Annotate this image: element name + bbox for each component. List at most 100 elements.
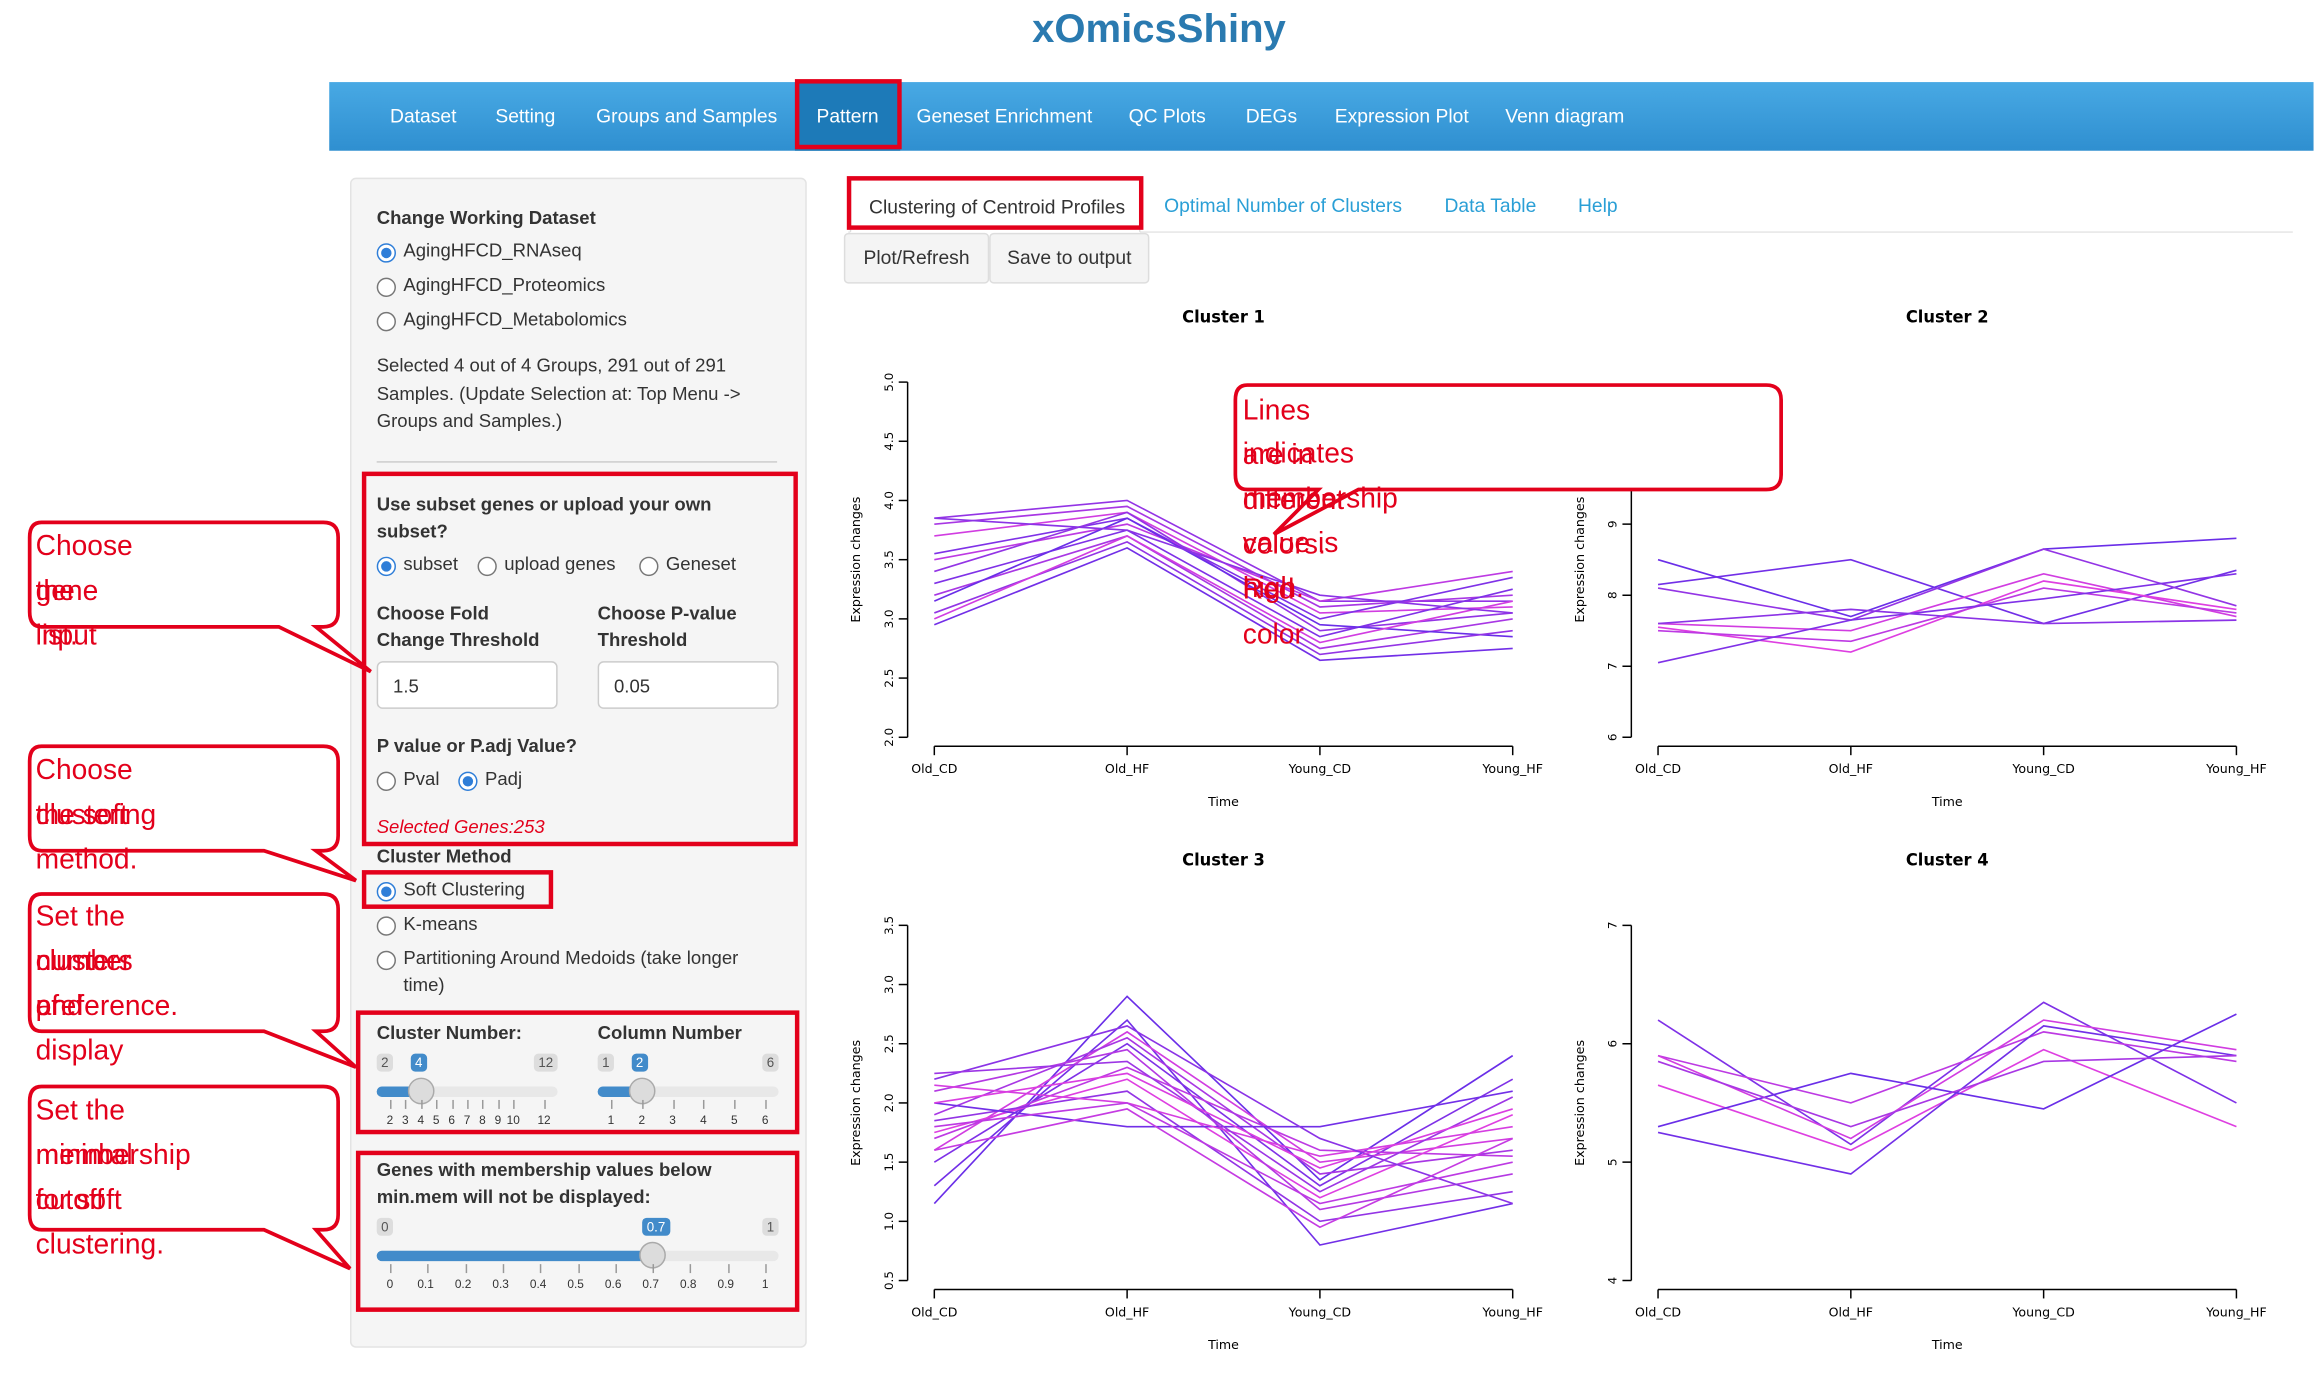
slider-tick-label: 0.7 bbox=[642, 1277, 659, 1291]
nav-venn-diagram[interactable]: Venn diagram bbox=[1505, 104, 1625, 127]
slider-tick-mark bbox=[672, 1099, 675, 1109]
x-tick-label: Young_HF bbox=[2205, 761, 2267, 776]
cluster-slider-track[interactable] bbox=[376, 1086, 558, 1097]
subset-radio[interactable] bbox=[376, 556, 396, 577]
cluster-profile-line bbox=[1657, 548, 2237, 621]
nav-qc-plots[interactable]: QC Plots bbox=[1128, 104, 1206, 127]
kmeans-radio[interactable] bbox=[376, 916, 396, 936]
min-mem-label-line1: Genes with membership values below bbox=[376, 1159, 712, 1181]
nav-degs[interactable]: DEGs bbox=[1245, 104, 1298, 127]
nav-groups-and-samples[interactable]: Groups and Samples bbox=[596, 104, 778, 127]
y-tick-label: 5 bbox=[1606, 1158, 1620, 1166]
y-axis-label: Expression changes bbox=[848, 497, 863, 623]
callout-bubble bbox=[27, 744, 358, 883]
cluster-slider-max: 12 bbox=[533, 1053, 558, 1072]
x-tick-label: Young_CD bbox=[2011, 761, 2074, 776]
save-to-output-button[interactable]: Save to output bbox=[989, 232, 1150, 284]
cluster-number-slider[interactable]: 2 12 4 2 3 4 5 6 7 8 9 10 12 bbox=[376, 1051, 558, 1132]
tabs-underline bbox=[848, 231, 2293, 233]
cluster-profile-line bbox=[934, 1025, 1513, 1205]
cluster-profile-line bbox=[934, 517, 1513, 620]
x-tick-label: Old_HF bbox=[1105, 1304, 1149, 1319]
cluster-profile-line bbox=[934, 505, 1513, 608]
padj-option-label: Padj bbox=[484, 768, 523, 790]
slider-tick-label: 1 bbox=[761, 1277, 769, 1291]
fold-change-input[interactable]: 1.5 bbox=[376, 661, 558, 709]
column-slider-track[interactable] bbox=[597, 1086, 779, 1097]
slider-tick-mark bbox=[765, 1264, 767, 1274]
soft-clustering-radio[interactable] bbox=[376, 882, 396, 902]
y-tick-label: 0.5 bbox=[882, 1271, 896, 1290]
y-tick-label: 3.0 bbox=[882, 975, 896, 994]
column-number-label: Column Number bbox=[597, 1022, 742, 1044]
fold-change-label-line2: Change Threshold bbox=[376, 629, 540, 651]
x-tick-label: Old_CD bbox=[911, 761, 957, 776]
x-tick-label: Young_CD bbox=[1288, 1304, 1351, 1319]
slider-tick-label: 12 bbox=[537, 1113, 551, 1127]
kmeans-label: K-means bbox=[403, 913, 478, 935]
pval-option-label: Pval bbox=[403, 768, 440, 790]
nav-setting[interactable]: Setting bbox=[495, 104, 556, 127]
dataset-radio-metabolomics[interactable] bbox=[376, 311, 396, 332]
tab-data-table[interactable]: Data Table bbox=[1444, 194, 1537, 217]
cluster-method-label: Cluster Method bbox=[376, 846, 512, 868]
subset-option-label: subset bbox=[403, 553, 459, 575]
cluster-profile-line bbox=[1657, 537, 2237, 618]
slider-tick-label: 2 bbox=[386, 1113, 394, 1127]
slider-tick-mark bbox=[615, 1264, 617, 1274]
cluster-profile-line bbox=[933, 995, 1514, 1205]
dataset-radio-rnaseq[interactable] bbox=[376, 243, 396, 263]
column-slider-handle[interactable] bbox=[628, 1077, 656, 1105]
plot-refresh-button[interactable]: Plot/Refresh bbox=[843, 232, 990, 284]
slider-tick-label: 0.2 bbox=[454, 1277, 472, 1291]
slider-tick-mark bbox=[390, 1099, 392, 1109]
slider-tick-mark bbox=[451, 1099, 454, 1109]
pam-radio[interactable] bbox=[376, 950, 396, 971]
slider-tick-label: 0 bbox=[386, 1277, 394, 1291]
tab-optimal-number-clusters[interactable]: Optimal Number of Clusters bbox=[1164, 194, 1403, 217]
x-axis-label: Time bbox=[1207, 1337, 1239, 1352]
dataset-radio-proteomics[interactable] bbox=[376, 277, 396, 298]
callout-min-membership-line2: membership cutoff bbox=[35, 1140, 191, 1217]
geneset-label: Geneset bbox=[665, 553, 736, 575]
cluster-3-plot: Cluster 3 0.5 1.0 1.5 2.0 2.5 3.0 3.5 Old_CD Old_… bbox=[848, 851, 1543, 1353]
column-slider-fill bbox=[597, 1086, 642, 1097]
y-tick-label: 7 bbox=[1606, 662, 1620, 670]
chart-title: Cluster 2 bbox=[1906, 307, 1989, 326]
nav-dataset[interactable]: Dataset bbox=[390, 104, 457, 127]
app-title: xOmicsShiny bbox=[1032, 5, 1286, 51]
nav-pattern[interactable]: Pattern bbox=[794, 82, 901, 151]
dataset-option-metabolomics: AgingHFCD_Metabolomics bbox=[403, 308, 627, 330]
cluster-slider-fill bbox=[376, 1086, 421, 1097]
y-axis-label: Expression changes bbox=[848, 1040, 863, 1166]
x-tick-label: Old_CD bbox=[1635, 1304, 1681, 1319]
pvalue-input[interactable]: 0.05 bbox=[597, 661, 779, 709]
min-mem-slider-max: 1 bbox=[762, 1217, 779, 1236]
min-mem-slider-value: 0.7 bbox=[642, 1217, 670, 1236]
padj-radio[interactable] bbox=[458, 771, 478, 792]
nav-geneset-enrichment[interactable]: Geneset Enrichment bbox=[916, 104, 1093, 127]
cluster-profile-line bbox=[934, 529, 1513, 638]
cluster-profile-line bbox=[1657, 1054, 2237, 1128]
x-tick-label: Young_CD bbox=[2011, 1304, 2074, 1319]
geneset-radio[interactable] bbox=[639, 556, 659, 577]
callout-bubble bbox=[1233, 383, 1783, 536]
y-tick-label: 2.5 bbox=[882, 1034, 896, 1053]
y-tick-label: 2.5 bbox=[882, 669, 896, 688]
selection-info-line1: Selected 4 out of 4 Groups, 291 out of 2… bbox=[376, 355, 727, 377]
soft-clustering-highlight-box bbox=[361, 870, 554, 909]
min-mem-slider[interactable]: 0 1 0.7 0 0.1 0.2 0.3 0.4 0.5 0.6 0.7 0.8 0.9 1 bbox=[376, 1215, 779, 1299]
tab-help[interactable]: Help bbox=[1577, 194, 1618, 217]
pval-radio[interactable] bbox=[376, 771, 396, 792]
y-tick-label: 3.5 bbox=[882, 550, 896, 569]
slider-tick-label: 10 bbox=[506, 1113, 520, 1127]
tab-clustering-centroid-profiles[interactable]: Clustering of Centroid Profiles bbox=[849, 179, 1141, 233]
slider-tick-label: 1 bbox=[607, 1113, 615, 1127]
y-axis-label: Expression changes bbox=[1572, 497, 1587, 623]
min-mem-label-line2: min.mem will not be displayed: bbox=[376, 1186, 651, 1208]
cluster-profile-line bbox=[934, 1090, 1513, 1223]
upload-genes-radio[interactable] bbox=[477, 556, 497, 577]
nav-expression-plot[interactable]: Expression Plot bbox=[1334, 104, 1469, 127]
